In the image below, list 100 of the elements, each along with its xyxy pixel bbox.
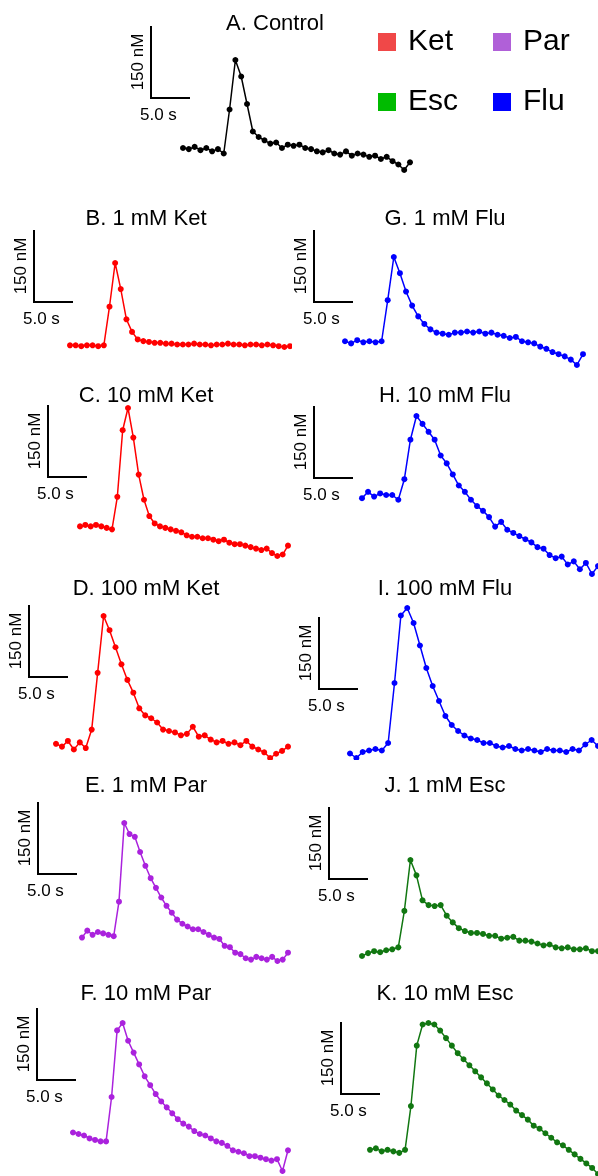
point — [455, 925, 462, 932]
point — [162, 340, 169, 347]
point — [367, 1146, 373, 1153]
point — [112, 260, 119, 266]
point — [588, 571, 595, 577]
point — [137, 848, 144, 855]
point — [147, 875, 154, 882]
point — [106, 627, 113, 634]
point — [103, 1138, 110, 1145]
point — [425, 902, 432, 909]
point — [512, 746, 519, 752]
point — [467, 929, 474, 936]
point — [231, 541, 238, 548]
point — [313, 148, 320, 155]
chart-title: K. 10 mM Esc — [376, 979, 514, 1005]
category-label: Flu — [523, 83, 565, 116]
point — [267, 140, 274, 147]
point — [544, 746, 551, 752]
point — [269, 550, 275, 557]
point — [353, 755, 360, 760]
point — [407, 436, 414, 443]
point — [84, 927, 91, 934]
point — [195, 926, 202, 933]
point — [498, 935, 505, 942]
point — [129, 328, 136, 335]
point — [226, 944, 233, 951]
point — [114, 1027, 121, 1034]
point — [513, 1107, 520, 1114]
point — [244, 101, 251, 107]
point — [500, 332, 507, 339]
point — [499, 744, 506, 751]
text: 150 nM — [318, 1029, 337, 1087]
point — [567, 356, 574, 363]
point — [449, 471, 456, 478]
point — [546, 552, 553, 559]
point — [248, 956, 255, 963]
point — [378, 747, 385, 754]
point — [359, 495, 365, 502]
point — [92, 1136, 99, 1143]
point — [125, 1037, 132, 1044]
point — [546, 941, 553, 948]
point — [451, 329, 458, 336]
point — [76, 739, 83, 746]
point — [413, 872, 420, 879]
point — [467, 496, 474, 503]
point — [582, 945, 589, 952]
point — [575, 747, 582, 754]
point — [226, 539, 233, 546]
point — [183, 730, 190, 737]
point — [195, 733, 202, 740]
point — [242, 955, 249, 962]
point — [402, 1146, 409, 1153]
text: 150 nM — [15, 809, 34, 867]
point — [218, 1139, 225, 1146]
point — [75, 1131, 82, 1137]
point — [180, 1120, 187, 1127]
point — [163, 1104, 170, 1111]
point — [552, 555, 559, 562]
point — [397, 612, 404, 619]
point — [573, 362, 580, 368]
point — [151, 339, 158, 346]
point — [130, 689, 137, 696]
point — [197, 147, 204, 154]
point — [109, 526, 115, 533]
point — [151, 520, 158, 527]
point — [237, 742, 244, 749]
point — [171, 729, 178, 736]
point — [516, 937, 523, 944]
point — [267, 755, 274, 760]
point — [262, 1156, 269, 1163]
point — [455, 482, 462, 489]
point — [178, 529, 185, 536]
point — [342, 148, 349, 155]
point — [365, 950, 372, 957]
point — [191, 1128, 198, 1135]
text: 150 nM — [6, 612, 25, 670]
point — [221, 942, 228, 949]
chart-title: H. 10 mM Flu — [378, 381, 512, 407]
point — [83, 342, 90, 349]
point — [378, 338, 385, 345]
point — [395, 944, 402, 951]
point — [460, 1056, 467, 1063]
text: 150 nM — [296, 624, 315, 682]
point — [273, 1156, 280, 1163]
point — [89, 931, 96, 938]
point — [258, 342, 265, 349]
point — [224, 1142, 231, 1149]
point — [119, 1020, 126, 1026]
point — [296, 141, 303, 148]
point — [395, 496, 402, 503]
point — [279, 747, 286, 754]
point — [528, 938, 535, 945]
point — [94, 929, 101, 936]
point — [152, 1091, 159, 1098]
point — [281, 344, 288, 350]
point — [226, 106, 233, 113]
point — [390, 254, 397, 260]
point — [540, 942, 547, 949]
point — [285, 1147, 291, 1154]
point — [359, 749, 366, 755]
